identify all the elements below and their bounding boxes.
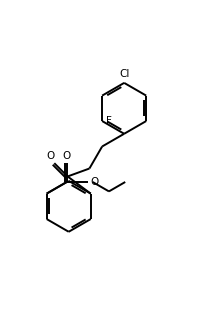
Text: O: O (47, 151, 55, 161)
Text: Cl: Cl (119, 69, 129, 79)
Text: F: F (106, 116, 112, 126)
Text: O: O (63, 150, 71, 160)
Text: O: O (90, 177, 99, 187)
